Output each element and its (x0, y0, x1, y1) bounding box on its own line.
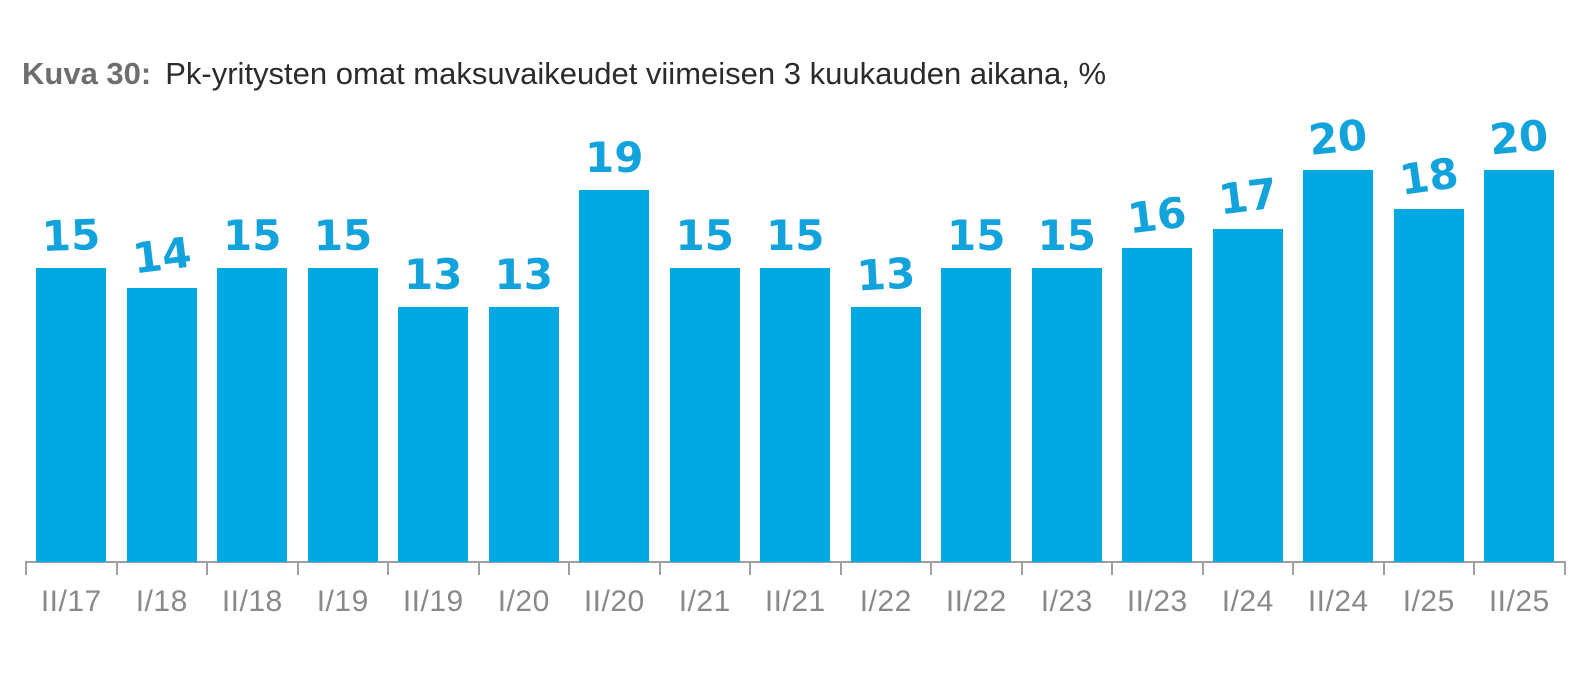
x-axis-tick (25, 561, 27, 575)
bar-II/22 (941, 268, 1012, 562)
bar-value-label: 13 (404, 250, 463, 300)
x-axis-tick (658, 561, 661, 575)
x-axis-tick (115, 561, 118, 575)
x-tick-label: I/21 (678, 585, 731, 618)
bar-II/19 (398, 307, 469, 562)
x-axis-tick (1473, 561, 1475, 575)
bar-value-label: 15 (766, 211, 825, 260)
x-tick-label: I/23 (1040, 585, 1093, 618)
figure-number-label: Kuva 30: (22, 56, 152, 91)
x-tick-label: II/25 (1488, 585, 1550, 618)
bar-I/22 (850, 307, 921, 562)
chart-title-text: Pk-yritysten omat maksuvaikeudet viimeis… (165, 56, 1107, 91)
x-tick-label: II/19 (402, 585, 464, 618)
bar-II/21 (760, 268, 831, 562)
bar-value-label: 15 (1037, 211, 1096, 260)
x-axis-tick (930, 561, 932, 575)
x-axis-tick (1020, 561, 1023, 575)
bar-value-label: 13 (494, 250, 553, 300)
x-tick-label: II/23 (1126, 585, 1188, 618)
x-axis-line (26, 561, 1565, 563)
x-tick-label: II/17 (40, 585, 102, 618)
x-tick-label: I/22 (859, 585, 912, 618)
bar-value-label: 15 (313, 210, 373, 261)
x-axis-tick (296, 561, 299, 575)
bar-I/19 (307, 268, 378, 562)
x-axis-tick (206, 561, 208, 575)
bar-II/18 (217, 268, 288, 562)
bar-I/23 (1031, 268, 1102, 562)
bar-II/17 (36, 268, 107, 562)
bar-II/20 (579, 189, 650, 562)
x-tick-label: I/18 (135, 585, 188, 618)
x-axis-tick (477, 561, 480, 575)
x-tick-label: II/21 (764, 585, 826, 618)
bar-II/24 (1303, 170, 1374, 562)
x-axis-tick (1201, 561, 1204, 575)
chart-title: Kuva 30: Pk-yritysten omat maksuvaikeudet… (22, 56, 1106, 92)
bar-value-label: 13 (855, 248, 917, 301)
bar-value-label: 19 (585, 132, 644, 182)
bar-value-label: 20 (1487, 110, 1551, 165)
bar-I/25 (1393, 209, 1464, 562)
bar-value-label: 15 (947, 211, 1006, 260)
x-axis-tick (1292, 561, 1294, 575)
x-tick-label: II/18 (221, 585, 283, 618)
x-axis-tick (1563, 561, 1566, 575)
x-axis-tick (1111, 561, 1113, 575)
x-tick-label: I/19 (316, 585, 369, 618)
bar-value-label: 17 (1215, 168, 1280, 225)
bar-I/18 (126, 287, 197, 562)
bar-value-label: 20 (1306, 110, 1370, 165)
x-axis-tick (839, 561, 842, 575)
bar-I/21 (669, 268, 740, 562)
bar-I/24 (1212, 228, 1283, 562)
x-axis-tick (1382, 561, 1385, 575)
x-tick-label: II/24 (1307, 585, 1369, 618)
x-tick-label: I/24 (1221, 585, 1274, 618)
x-axis-tick (749, 561, 751, 575)
x-tick-label: II/20 (583, 585, 645, 618)
x-tick-label: II/22 (945, 585, 1007, 618)
x-axis-tick (568, 561, 570, 575)
x-tick-label: I/25 (1402, 585, 1455, 618)
bar-II/23 (1122, 248, 1193, 562)
bar-value-label: 15 (675, 211, 734, 260)
bar-II/25 (1484, 170, 1555, 562)
bar-I/20 (488, 307, 559, 562)
x-axis-tick (387, 561, 389, 575)
bar-value-label: 15 (223, 211, 282, 260)
x-tick-label: I/20 (497, 585, 550, 618)
